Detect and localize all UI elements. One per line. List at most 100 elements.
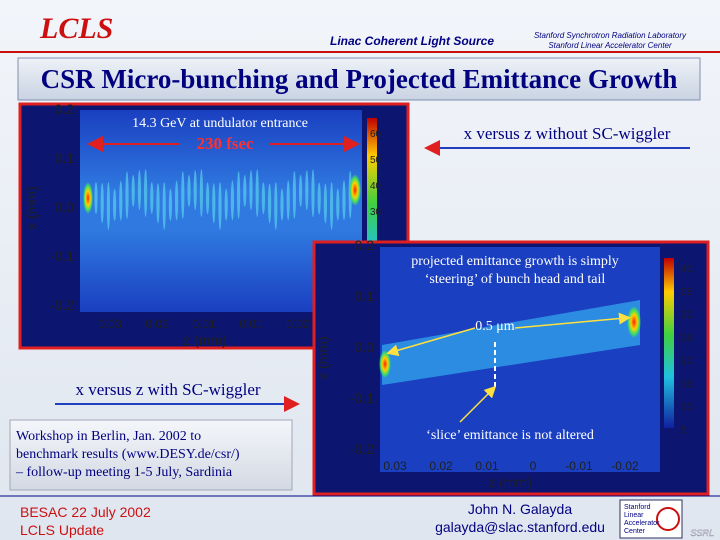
- y-tick-label: 0.2: [355, 237, 375, 253]
- streak: [237, 170, 241, 219]
- logo-line: Linear: [624, 512, 644, 519]
- streak: [224, 188, 228, 221]
- x-tick-label: 0.03: [98, 317, 122, 331]
- lab-line: Stanford Synchrotron Radiation Laborator…: [534, 31, 687, 40]
- caption: x versus z with SC-wiggler: [75, 380, 260, 399]
- lab-line: Stanford Linear Accelerator Center: [548, 41, 672, 50]
- streak: [199, 169, 203, 218]
- colorbar-tick-label: 30: [681, 310, 693, 321]
- arrow: [386, 327, 476, 357]
- colorbar-tick-label: 50: [370, 155, 382, 166]
- bunch-head: [379, 350, 391, 378]
- x-tick-label: 0.01: [192, 317, 216, 331]
- logo-line: Stanford: [624, 504, 651, 511]
- y-tick-label: -0.1: [50, 248, 74, 264]
- bunch-tail: [349, 174, 361, 206]
- x-tick-label: 0: [530, 459, 537, 473]
- slide-title: CSR Micro-bunching and Projected Emittan…: [41, 64, 678, 94]
- y-tick-label: -0.2: [350, 441, 374, 457]
- duration: 230 fsec: [196, 134, 254, 153]
- streak: [323, 183, 327, 224]
- arrow: [514, 312, 631, 329]
- caption: x versus z without SC-wiggler: [464, 124, 671, 143]
- streak: [330, 181, 334, 230]
- corner-logo: SSRL: [690, 528, 714, 538]
- slac-logo-ring: [656, 507, 680, 531]
- workshop-line: – follow-up meeting 1-5 July, Sardinia: [15, 465, 233, 480]
- note-line: ‘steering’ of bunch head and tail: [425, 272, 606, 287]
- plot-with: 0.2 0.1 0.0 -0.1 -0.2 0.03 0.02 0.01 0 -0.01 -0.02…: [312, 237, 710, 496]
- colorbar-tick-label: 40: [681, 264, 693, 275]
- x-tick-label: -0.02: [611, 459, 639, 473]
- author-line: John N. Galayda: [468, 501, 572, 517]
- x-tick-label: 0.01: [239, 317, 263, 331]
- slice-note: ‘slice’ emittance is not altered: [426, 428, 594, 443]
- streak: [274, 181, 278, 230]
- streak: [311, 169, 315, 218]
- streak: [342, 180, 346, 221]
- emittance: 0.5 μm: [475, 319, 515, 334]
- y-tick-label: -0.2: [50, 297, 74, 313]
- event-line: LCLS Update: [20, 522, 104, 538]
- streak: [212, 183, 216, 224]
- logo: LCLS: [39, 12, 113, 45]
- bunch-head: [83, 182, 93, 214]
- note-line: projected emittance growth is simply: [411, 254, 619, 269]
- streak: [286, 180, 290, 221]
- y-axis-label: x (mm): [315, 336, 331, 380]
- streak: [119, 180, 123, 221]
- workshop-line: Workshop in Berlin, Jan. 2002 to: [16, 429, 201, 444]
- event-line: BESAC 22 July 2002: [20, 504, 151, 520]
- colorbar-tick-label: 40: [370, 181, 382, 192]
- title-box: [17, 57, 701, 101]
- streak: [249, 170, 253, 211]
- x-axis-label: z (mm): [183, 332, 227, 348]
- streak: [162, 181, 166, 230]
- logo-line: Accelerator: [624, 520, 660, 527]
- streak: [336, 188, 340, 221]
- heatmap-band: [382, 300, 640, 385]
- streak: [299, 174, 303, 207]
- streak: [206, 182, 210, 215]
- x-tick-label: 0.02: [429, 459, 453, 473]
- streak: [255, 169, 259, 218]
- x-tick-label: -0.01: [565, 459, 593, 473]
- y-tick-label: 0.0: [355, 339, 375, 355]
- y-tick-label: 0.2: [55, 101, 75, 117]
- colorbar: [367, 118, 377, 308]
- x-tick-label: 0.02: [286, 317, 310, 331]
- streak: [125, 171, 129, 220]
- streak: [144, 168, 148, 217]
- subtitle: Linac Coherent Light Source: [330, 34, 494, 48]
- streak: [94, 182, 98, 214]
- streak: [181, 171, 185, 220]
- streak: [292, 170, 296, 219]
- streak: [100, 183, 104, 224]
- streak: [317, 182, 321, 215]
- colorbar-tick-label: 20: [681, 356, 693, 367]
- streak: [305, 170, 309, 211]
- streak: [137, 170, 141, 211]
- streak: [131, 175, 135, 208]
- workshop-line: benchmark results (www.DESY.de/csr/): [16, 447, 240, 462]
- y-tick-label: 0.0: [55, 199, 75, 215]
- y-tick-label: -0.1: [350, 390, 374, 406]
- y-axis-label: x (mm): [23, 186, 39, 230]
- streak: [193, 170, 197, 211]
- x-tick-label: 0.01: [475, 459, 499, 473]
- slac-logo: [619, 499, 683, 539]
- x-tick-label: 0.02: [145, 317, 169, 331]
- arrow: [459, 385, 497, 423]
- streak: [187, 174, 191, 207]
- colorbar-tick-label: 10: [681, 402, 693, 413]
- colorbar-tick-label: 15: [681, 379, 693, 390]
- y-tick-label: 0.1: [355, 288, 375, 304]
- colorbar: [664, 258, 674, 428]
- colorbar-tick-label: 35: [681, 287, 693, 298]
- streak: [175, 180, 179, 221]
- streak: [230, 180, 234, 221]
- colorbar-tick-label: 30: [370, 207, 382, 218]
- streak: [280, 188, 284, 221]
- streak: [243, 174, 247, 207]
